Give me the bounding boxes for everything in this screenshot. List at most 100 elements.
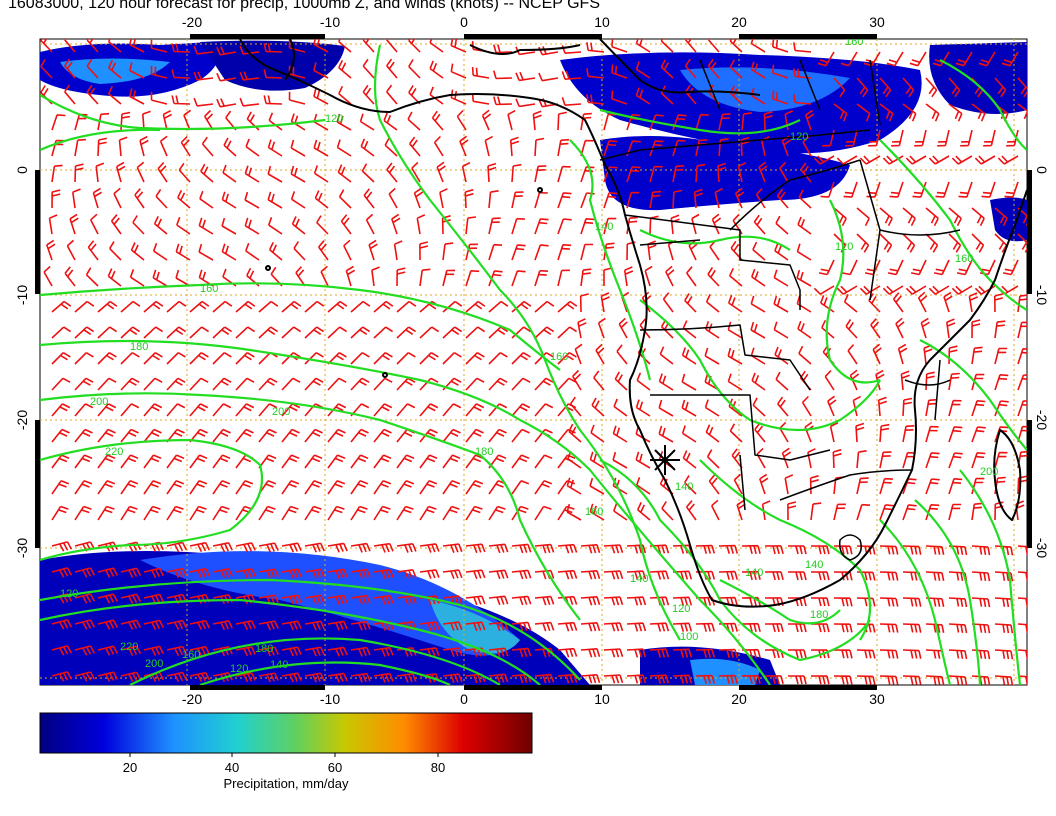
wind-barb — [872, 343, 882, 365]
wind-barb — [902, 504, 917, 521]
wind-barb — [51, 454, 70, 469]
wind-barb — [935, 181, 950, 198]
wind-barb — [902, 207, 916, 227]
wind-barb — [487, 162, 497, 183]
wind-barb — [245, 242, 260, 261]
wind-barb — [764, 623, 784, 633]
wind-barb — [221, 191, 237, 209]
wind-barb — [338, 189, 352, 209]
contour-label: 120 — [835, 241, 853, 253]
wind-barb — [511, 454, 530, 469]
wind-barb — [727, 295, 743, 313]
wind-barb — [465, 403, 485, 417]
wind-barb — [258, 505, 276, 521]
wind-barb — [263, 95, 283, 105]
wind-barb — [793, 68, 812, 79]
wind-barb — [86, 84, 99, 105]
wind-barb — [951, 155, 973, 165]
wind-barb — [971, 571, 991, 582]
wind-barb — [948, 207, 962, 227]
wind-barb — [902, 425, 915, 443]
wind-barb — [171, 43, 191, 53]
wind-barb — [660, 39, 674, 53]
wind-barb — [750, 295, 766, 313]
contour-line — [40, 128, 161, 152]
wind-barb — [373, 300, 394, 313]
wind-barb — [684, 58, 697, 79]
lat-label-right: -10 — [1034, 285, 1050, 305]
wind-barb — [97, 300, 118, 313]
wind-barb — [511, 621, 532, 632]
wind-barb — [750, 61, 766, 79]
wind-barb — [612, 451, 628, 469]
wind-barb — [580, 674, 601, 684]
wind-barb — [856, 77, 869, 98]
wind-barb — [343, 239, 352, 261]
wind-barb — [600, 292, 610, 313]
contour-line — [939, 59, 1027, 151]
wind-barb — [820, 181, 835, 198]
wind-barb — [658, 425, 674, 443]
wind-barb — [429, 39, 444, 53]
wind-barb — [442, 543, 463, 553]
wind-barb — [948, 233, 962, 253]
wind-barb — [925, 207, 939, 227]
wind-barb — [281, 505, 299, 521]
wind-barb — [216, 46, 237, 56]
wind-barb — [281, 620, 302, 631]
wind-barb — [442, 428, 461, 443]
wind-barb — [350, 480, 369, 495]
wind-barb — [327, 505, 345, 521]
wind-barb — [465, 480, 484, 495]
contour-label: 200 — [272, 406, 290, 418]
wind-barb — [917, 291, 928, 313]
wind-barb — [129, 88, 145, 105]
wind-barb — [589, 503, 605, 521]
wind-barb — [113, 187, 122, 209]
wind-barb — [465, 352, 485, 365]
wind-barb — [120, 645, 142, 656]
wind-barb — [968, 292, 979, 313]
wind-barb — [268, 242, 283, 261]
wind-barb — [493, 44, 513, 54]
wind-barb — [373, 672, 394, 683]
wind-barb — [304, 646, 325, 657]
wind-barb — [948, 372, 960, 391]
wind-barb — [288, 39, 306, 53]
wind-barb — [561, 97, 582, 106]
wind-barb — [580, 112, 592, 131]
wind-barb — [120, 505, 138, 521]
wind-barb — [868, 129, 881, 147]
wind-barb — [810, 545, 830, 555]
wind-barb — [925, 597, 945, 607]
wind-barb — [373, 620, 394, 631]
contour-label: 140 — [595, 221, 613, 233]
wind-barb — [665, 265, 675, 287]
wind-barb — [436, 161, 446, 183]
contour-label: 100 — [680, 631, 698, 643]
contour-line — [569, 139, 652, 381]
precip-east — [929, 42, 1027, 114]
wind-barb — [313, 39, 329, 53]
wind-barb — [649, 215, 659, 235]
wind-barb — [51, 671, 73, 682]
wind-barb — [557, 621, 578, 632]
precip-colorbar: 20 40 60 80 — [39, 712, 533, 775]
wind-barb — [304, 326, 325, 339]
contour-label: 200 — [145, 658, 163, 670]
wind-barb — [442, 403, 462, 417]
wind-barb — [419, 454, 438, 469]
wind-barb — [313, 165, 329, 183]
wind-barb — [706, 449, 720, 469]
colorbar-tick-label: 20 — [123, 760, 137, 775]
colorbar-tick-label: 40 — [225, 760, 239, 775]
wind-barb — [710, 499, 720, 521]
wind-barb — [465, 243, 478, 261]
wind-barb — [350, 300, 371, 313]
wind-barb — [143, 567, 165, 578]
wind-barb — [1017, 545, 1027, 555]
wind-barb — [843, 181, 858, 198]
wind-barb — [948, 452, 963, 469]
wind-barb — [488, 595, 509, 606]
wind-barb — [465, 300, 486, 313]
